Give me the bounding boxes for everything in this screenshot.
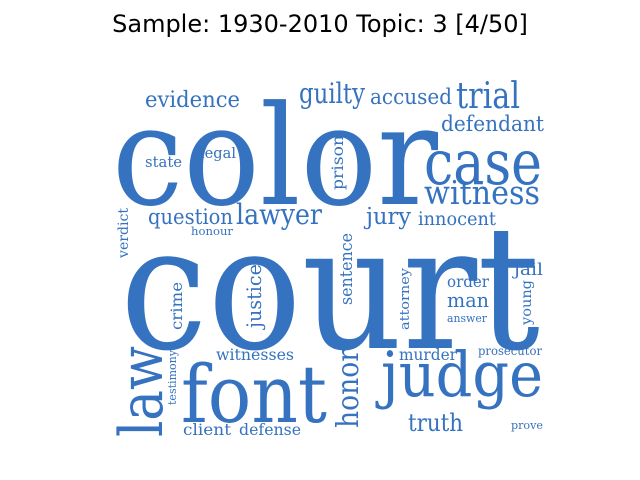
word-honor: honor — [331, 348, 366, 428]
word-client: client — [183, 420, 232, 439]
word-question: question — [148, 205, 233, 229]
word-case: case — [424, 126, 542, 199]
word-law: law — [107, 346, 177, 437]
word-court: court — [120, 188, 540, 389]
word-defendant: defendant — [441, 112, 545, 136]
word-jail: jail — [512, 260, 543, 280]
word-color: color — [112, 76, 438, 237]
word-prove: prove — [511, 419, 543, 432]
word-sentence: sentence — [337, 233, 357, 305]
word-attorney: attorney — [398, 267, 413, 330]
word-order: order — [447, 272, 489, 291]
word-witnesses: witnesses — [216, 345, 294, 364]
word-truth: truth — [408, 409, 463, 437]
word-murder: murder — [399, 345, 457, 364]
word-prison: prison — [328, 135, 347, 190]
word-accused: accused — [370, 85, 452, 109]
figure-title: Sample: 1930-2010 Topic: 3 [4/50] — [112, 10, 528, 38]
word-lawyer: lawyer — [236, 198, 323, 231]
word-testimony: testimony — [166, 349, 179, 405]
word-innocent: innocent — [418, 208, 496, 230]
word-state: state — [145, 153, 182, 171]
word-witness: witness — [424, 173, 540, 212]
word-honour: honour — [191, 225, 234, 238]
word-evidence: evidence — [145, 88, 240, 113]
word-jury: jury — [363, 204, 411, 230]
word-verdict: verdict — [116, 208, 132, 259]
word-justice: justice — [242, 264, 266, 330]
word-judge: judge — [375, 338, 543, 411]
word-answer: answer — [447, 312, 488, 325]
word-young: young — [519, 280, 535, 326]
word-legal: legal — [200, 144, 236, 162]
word-man: man — [447, 288, 489, 312]
word-prosecutor: prosecutor — [478, 344, 542, 358]
word-crime: crime — [167, 282, 186, 330]
word-defense: defense — [239, 420, 301, 439]
word-trial: trial — [456, 76, 520, 117]
word-guilty: guilty — [299, 77, 365, 110]
word-font: font — [181, 348, 327, 441]
